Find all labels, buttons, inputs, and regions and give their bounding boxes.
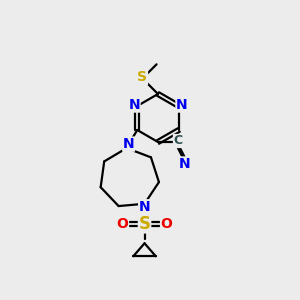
Text: O: O xyxy=(117,217,128,231)
Text: N: N xyxy=(123,137,134,151)
Text: S: S xyxy=(137,70,147,84)
Text: C: C xyxy=(173,134,183,148)
Text: N: N xyxy=(179,157,191,171)
Text: N: N xyxy=(176,98,188,112)
Text: N: N xyxy=(128,98,140,112)
Text: N: N xyxy=(139,200,150,214)
Text: S: S xyxy=(139,215,151,233)
Text: O: O xyxy=(160,217,172,231)
